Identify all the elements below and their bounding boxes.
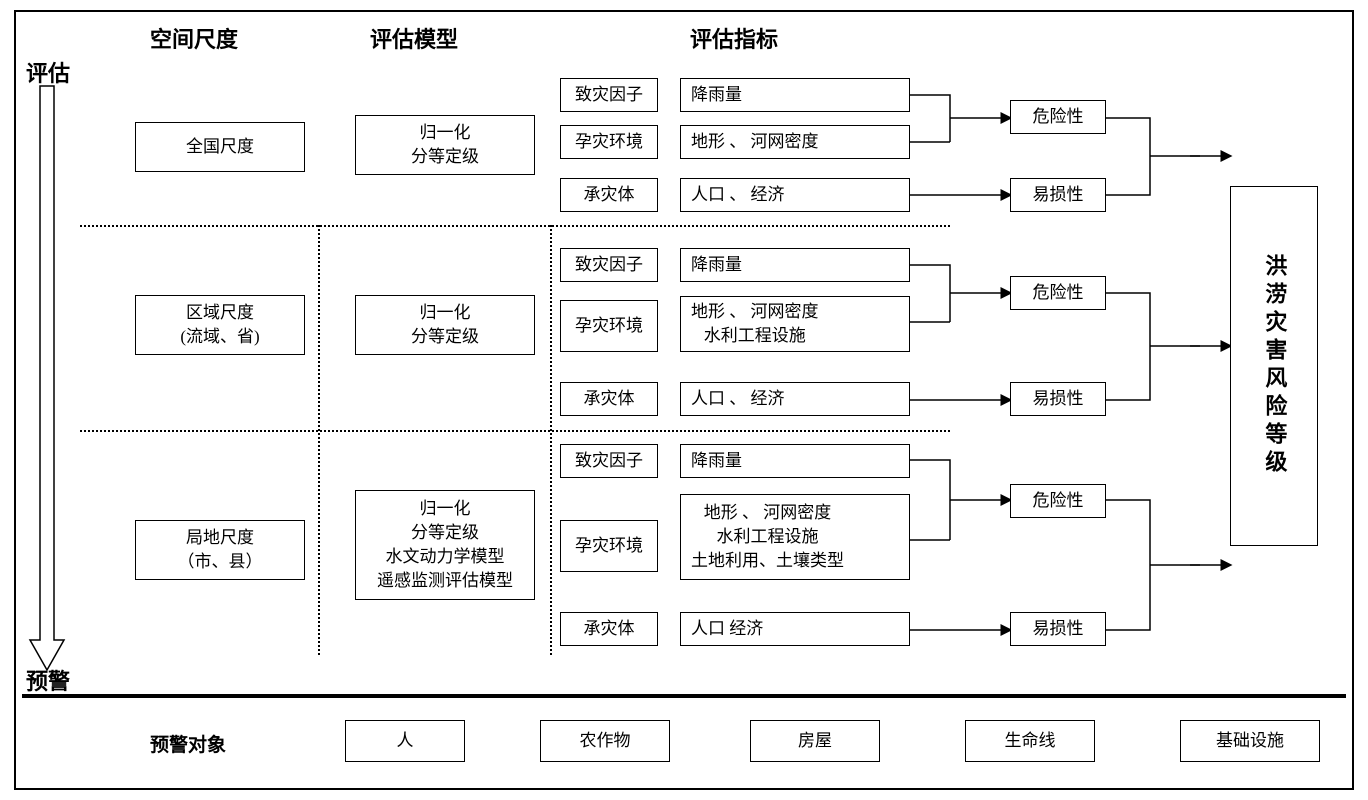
r0-f1-detail: 地形 、 河网密度	[680, 125, 910, 159]
axis-top-label: 评估	[26, 56, 70, 88]
axis-bottom-label: 预警	[26, 664, 70, 696]
r0-f2-name: 承灾体	[560, 178, 658, 212]
divider-v2	[550, 225, 552, 655]
r1-f0-detail: 降雨量	[680, 248, 910, 282]
scale-national: 全国尺度	[135, 122, 305, 172]
divider-h1	[80, 225, 950, 227]
r1-f2-name: 承灾体	[560, 382, 658, 416]
r2-f1-detail: 地形 、 河网密度 水利工程设施 土地利用、土壤类型	[680, 494, 910, 580]
r2-f1-name: 孕灾环境	[560, 520, 658, 572]
r1-f1-name: 孕灾环境	[560, 300, 658, 352]
r2-risk0: 危险性	[1010, 484, 1106, 518]
model-national: 归一化 分等定级	[355, 115, 535, 175]
r0-risk1: 易损性	[1010, 178, 1106, 212]
warning-divider	[22, 694, 1346, 698]
r0-f2-detail: 人口 、 经济	[680, 178, 910, 212]
divider-h2	[80, 430, 950, 432]
r1-f1-detail: 地形 、 河网密度 水利工程设施	[680, 296, 910, 352]
r0-f0-name: 致灾因子	[560, 78, 658, 112]
header-spatial: 空间尺度	[150, 22, 238, 54]
model-local: 归一化 分等定级 水文动力学模型 遥感监测评估模型	[355, 490, 535, 600]
model-region: 归一化 分等定级	[355, 295, 535, 355]
r0-f0-detail: 降雨量	[680, 78, 910, 112]
divider-v1	[318, 225, 320, 655]
r2-f2-detail: 人口 经济	[680, 612, 910, 646]
scale-region: 区域尺度 (流域、省)	[135, 295, 305, 355]
r1-risk1: 易损性	[1010, 382, 1106, 416]
warning-target-2: 房屋	[750, 720, 880, 762]
output-risk-level: 洪涝灾害风险等级	[1230, 186, 1318, 546]
warning-target-1: 农作物	[540, 720, 670, 762]
warning-label: 预警对象	[150, 730, 226, 757]
r2-f2-name: 承灾体	[560, 612, 658, 646]
r0-risk0: 危险性	[1010, 100, 1106, 134]
r0-f1-name: 孕灾环境	[560, 125, 658, 159]
r2-risk1: 易损性	[1010, 612, 1106, 646]
r1-risk0: 危险性	[1010, 276, 1106, 310]
r2-f0-name: 致灾因子	[560, 444, 658, 478]
header-model: 评估模型	[370, 22, 458, 54]
warning-target-3: 生命线	[965, 720, 1095, 762]
warning-target-0: 人	[345, 720, 465, 762]
r2-f0-detail: 降雨量	[680, 444, 910, 478]
header-indicator: 评估指标	[690, 22, 778, 54]
warning-target-4: 基础设施	[1180, 720, 1320, 762]
scale-local: 局地尺度 （市、县）	[135, 520, 305, 580]
r1-f0-name: 致灾因子	[560, 248, 658, 282]
r1-f2-detail: 人口 、 经济	[680, 382, 910, 416]
